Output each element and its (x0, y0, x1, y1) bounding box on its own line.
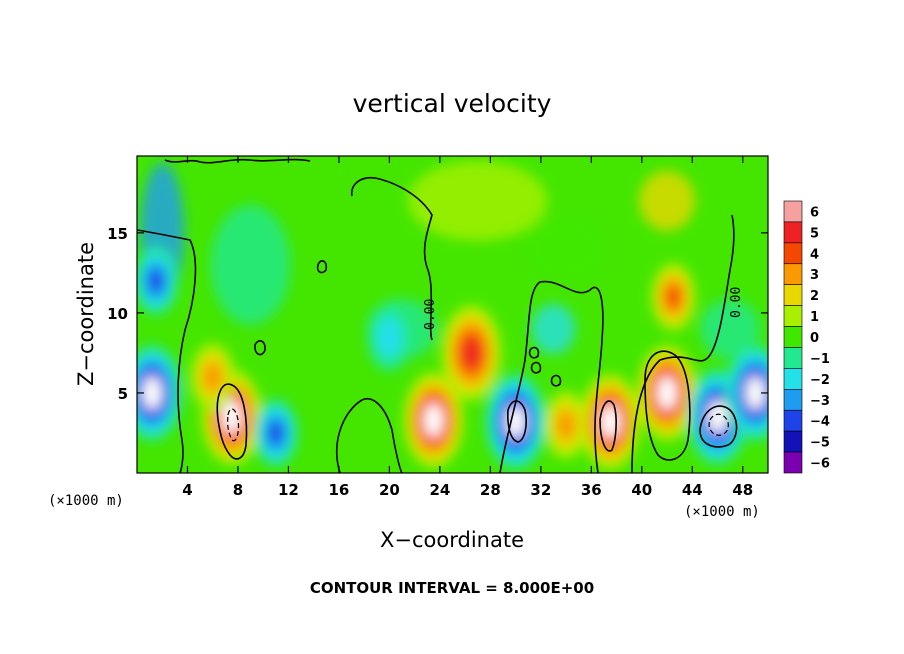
x-tick-label: 4 (182, 481, 192, 499)
colorbar-label: 0 (810, 331, 819, 346)
zero-contour (599, 400, 617, 452)
x-tick-label: 44 (682, 481, 703, 499)
y-axis-label: Z−coordinate (74, 242, 98, 386)
contour-lines (137, 158, 738, 473)
plot-frame (136, 155, 769, 474)
zero-contour (254, 340, 266, 356)
x-tick-label: 16 (328, 481, 349, 499)
zero-contour (336, 398, 403, 473)
colorbar-label: −1 (810, 352, 830, 367)
colorbar-swatch (783, 326, 803, 348)
colorbar: 6 5 4 3 2 1 0 −1 −2 −3 −4 −5 −6 (783, 200, 830, 474)
colorbar-swatch (783, 430, 803, 453)
zero-contour (507, 400, 527, 443)
zero-contour (137, 229, 197, 473)
zero-contour (528, 346, 540, 359)
colorbar-swatch (783, 284, 803, 306)
x-tick-label: 32 (530, 481, 551, 499)
colorbar-label: 5 (810, 226, 819, 241)
x-tick-label: 20 (379, 481, 400, 499)
zero-contour (530, 361, 542, 374)
colorbar-swatch (783, 305, 803, 327)
x-unit-label-right: (×1000 m) (684, 504, 760, 520)
x-axis-label: X−coordinate (380, 528, 524, 552)
colorbar-label: −6 (810, 457, 830, 472)
colorbar-label: 3 (810, 268, 819, 283)
zero-contour (550, 374, 562, 387)
colorbar-swatch (783, 242, 803, 265)
colorbar-label: −2 (810, 373, 830, 388)
x-tick-label: 36 (581, 481, 602, 499)
colorbar-label: −4 (810, 415, 830, 430)
zero-contour (164, 158, 311, 164)
x-axis-ticks: 4 8 12 16 20 24 28 32 36 40 44 48 (182, 156, 753, 499)
zero-contour (216, 383, 248, 460)
y-tick-label: 15 (107, 225, 128, 243)
y-tick-label: 5 (118, 385, 128, 403)
x-tick-label: 48 (732, 481, 753, 499)
zero-contour (350, 176, 433, 341)
contour-label: 0.00 (423, 299, 438, 330)
colorbar-swatch (783, 409, 803, 432)
negative-contour (227, 408, 240, 442)
plot-area: 0.00 0.00 (137, 156, 768, 473)
colorbar-label: −3 (810, 394, 830, 409)
x-tick-label: 12 (278, 481, 299, 499)
x-tick-label: 8 (233, 481, 243, 499)
x-tick-label: 28 (480, 481, 501, 499)
y-tick-label: 10 (107, 305, 128, 323)
zero-contour (644, 350, 691, 461)
colorbar-label: 2 (810, 289, 819, 304)
contour-label: 0.00 (729, 287, 744, 318)
colorbar-swatch (783, 221, 803, 244)
colorbar-swatch (783, 263, 803, 285)
x-tick-label: 40 (631, 481, 652, 499)
x-tick-label: 24 (429, 481, 450, 499)
colorbar-swatch (783, 451, 803, 474)
zero-contour (631, 214, 735, 473)
colorbar-swatch (783, 368, 803, 390)
colorbar-label: 1 (810, 310, 819, 325)
y-axis-ticks: 5 10 15 (107, 225, 768, 403)
colorbar-label: 4 (810, 247, 819, 262)
contour-interval-note: CONTOUR INTERVAL = 8.000E+00 (310, 579, 594, 597)
negative-contour (708, 413, 729, 436)
chart-title: vertical velocity (353, 89, 552, 118)
colorbar-label: −5 (810, 436, 830, 451)
x-unit-label-left: (×1000 m) (48, 493, 124, 509)
zero-contour (699, 405, 738, 448)
colorbar-label: 6 (810, 205, 819, 220)
zero-contour (499, 280, 604, 473)
velocity-field (137, 160, 768, 470)
colorbar-swatch (783, 200, 803, 223)
zero-contour (316, 260, 328, 274)
colorbar-swatch (783, 389, 803, 411)
colorbar-swatch (783, 347, 803, 369)
